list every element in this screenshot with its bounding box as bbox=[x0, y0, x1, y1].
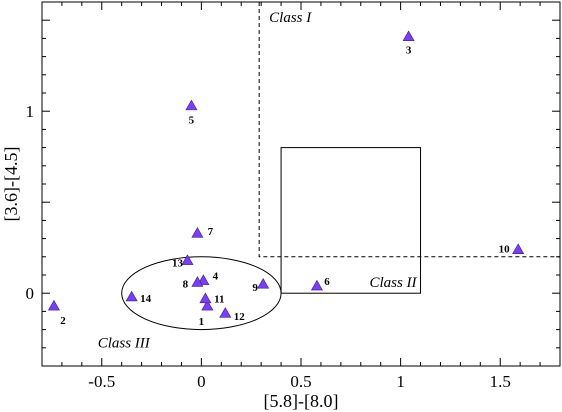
x-tick-label: -0.5 bbox=[88, 372, 115, 391]
y-tick-label: 1 bbox=[26, 102, 35, 121]
data-point-marker bbox=[219, 307, 232, 318]
data-point-label: 11 bbox=[214, 294, 224, 306]
axes-layer bbox=[41, 1, 561, 367]
ticks-layer: -0.5 0 0.5 1 1.5 0 1 bbox=[26, 1, 561, 391]
data-point-marker bbox=[402, 30, 415, 42]
data-point-marker bbox=[181, 254, 194, 265]
data-point-marker bbox=[191, 276, 204, 287]
class-ii-label: Class II bbox=[369, 275, 417, 291]
data-point-label: 8 bbox=[183, 278, 189, 290]
data-point-label: 6 bbox=[324, 276, 330, 288]
y-tick-label: 0 bbox=[26, 284, 35, 303]
class-i-boundary bbox=[258, 2, 560, 258]
data-point-marker bbox=[199, 292, 212, 304]
data-point-label: 12 bbox=[234, 311, 246, 323]
data-point-label: 14 bbox=[140, 293, 152, 305]
class-iii-label: Class III bbox=[98, 336, 151, 352]
data-point-label: 3 bbox=[406, 45, 412, 57]
class-ii-box bbox=[280, 147, 422, 294]
data-point-marker bbox=[310, 279, 323, 291]
data-point-label: 4 bbox=[213, 270, 219, 282]
data-point-marker bbox=[185, 99, 198, 111]
data-point-marker bbox=[125, 290, 138, 302]
plot-frame bbox=[41, 1, 561, 367]
data-point-marker bbox=[47, 299, 60, 311]
data-point-label: 9 bbox=[252, 282, 258, 294]
data-point-label: 7 bbox=[208, 226, 214, 238]
data-point-label: 10 bbox=[499, 244, 511, 256]
x-axis-title: [5.8]-[8.0] bbox=[264, 391, 339, 411]
data-point-marker bbox=[201, 299, 214, 311]
x-tick-label: 1.5 bbox=[490, 372, 511, 391]
data-point-label: 5 bbox=[189, 115, 195, 127]
data-point-label: 1 bbox=[199, 316, 205, 328]
data-point-marker bbox=[191, 227, 204, 238]
regions-layer: Class I Class II Class III bbox=[98, 2, 560, 352]
x-tick-label: 0.5 bbox=[290, 372, 311, 391]
class-i-label: Class I bbox=[269, 10, 312, 26]
x-tick-label: 0 bbox=[197, 372, 206, 391]
data-point-marker bbox=[257, 277, 270, 289]
data-point-label: 13 bbox=[172, 257, 184, 269]
y-axis-title: [3.6]-[4.5] bbox=[1, 147, 21, 222]
class-iii-ellipse bbox=[121, 256, 282, 331]
data-point-label: 2 bbox=[60, 315, 66, 327]
x-tick-label: 1 bbox=[396, 372, 405, 391]
data-point-marker bbox=[512, 243, 525, 254]
